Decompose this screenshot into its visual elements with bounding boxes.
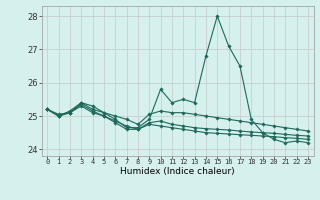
X-axis label: Humidex (Indice chaleur): Humidex (Indice chaleur) (120, 167, 235, 176)
